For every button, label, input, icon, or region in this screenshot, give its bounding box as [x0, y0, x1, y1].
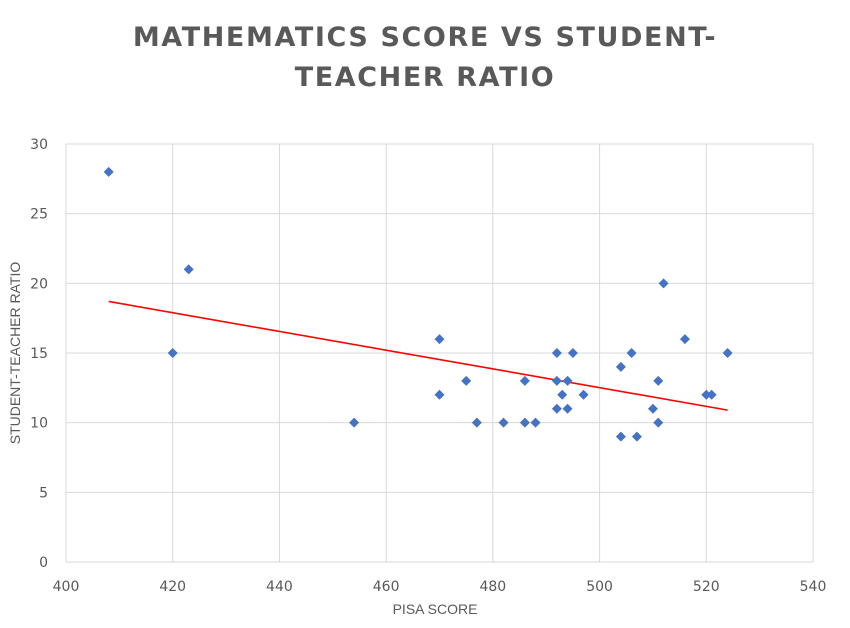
y-tick-label-3: 15 [30, 346, 48, 362]
x-tick-label-5: 500 [586, 579, 613, 595]
data-point-7 [471, 417, 482, 428]
trendline-group [108, 300, 728, 411]
data-point-20 [615, 361, 626, 372]
data-point-4 [434, 334, 445, 345]
chart-title: MATHEMATICS SCORE VS STUDENT- TEACHER RA… [0, 18, 850, 98]
x-tick-label-4: 480 [479, 579, 506, 595]
y-tick-label-5: 25 [30, 207, 48, 223]
data-point-3 [349, 417, 360, 428]
data-point-25 [653, 375, 664, 386]
data-point-10 [519, 417, 530, 428]
data-point-31 [722, 348, 733, 358]
data-point-16 [562, 375, 573, 386]
data-point-29 [701, 389, 712, 400]
trendline [108, 300, 728, 411]
y-axis-title: STUDENT-TEACHER RATIO [7, 262, 23, 445]
data-point-22 [626, 348, 637, 358]
chart-title-line-2: TEACHER RATIO [294, 62, 556, 93]
data-point-30 [706, 389, 717, 400]
data-point-0 [103, 166, 114, 177]
data-point-17 [562, 403, 573, 414]
y-tick-label-2: 10 [30, 416, 48, 432]
x-tick-label-1: 420 [159, 579, 186, 595]
x-tick-label-6: 520 [693, 579, 720, 595]
data-point-19 [578, 389, 589, 400]
gridlines [65, 143, 814, 563]
data-point-14 [551, 403, 562, 414]
data-points [103, 166, 733, 442]
y-tick-label-0: 0 [39, 555, 48, 571]
x-axis-title: PISA SCORE [393, 601, 478, 617]
x-axis-ticks: 400 420 440 460 480 500 520 540 [53, 579, 827, 595]
data-point-9 [519, 375, 530, 386]
x-tick-label-7: 540 [800, 579, 827, 595]
chart-title-line-1: MATHEMATICS SCORE VS STUDENT- [132, 22, 718, 53]
y-tick-label-4: 20 [30, 276, 48, 292]
data-point-2 [183, 264, 194, 275]
y-axis-ticks: 0 5 10 15 20 25 30 [30, 137, 48, 571]
y-tick-label-6: 30 [30, 137, 48, 153]
data-point-26 [653, 417, 664, 428]
data-point-23 [631, 431, 642, 442]
data-point-11 [530, 417, 541, 428]
data-point-13 [551, 375, 562, 386]
data-point-28 [679, 334, 690, 345]
data-point-12 [551, 348, 562, 358]
data-point-21 [615, 431, 626, 442]
x-tick-label-0: 400 [53, 579, 80, 595]
data-point-15 [557, 389, 568, 400]
data-point-8 [498, 417, 509, 428]
data-point-18 [567, 348, 578, 358]
data-point-27 [658, 278, 669, 289]
y-tick-label-1: 5 [39, 485, 48, 501]
x-tick-label-3: 460 [373, 579, 400, 595]
x-tick-label-2: 440 [266, 579, 293, 595]
data-point-1 [167, 348, 178, 358]
data-point-5 [434, 389, 445, 400]
data-point-6 [461, 375, 472, 386]
data-point-24 [647, 403, 658, 414]
